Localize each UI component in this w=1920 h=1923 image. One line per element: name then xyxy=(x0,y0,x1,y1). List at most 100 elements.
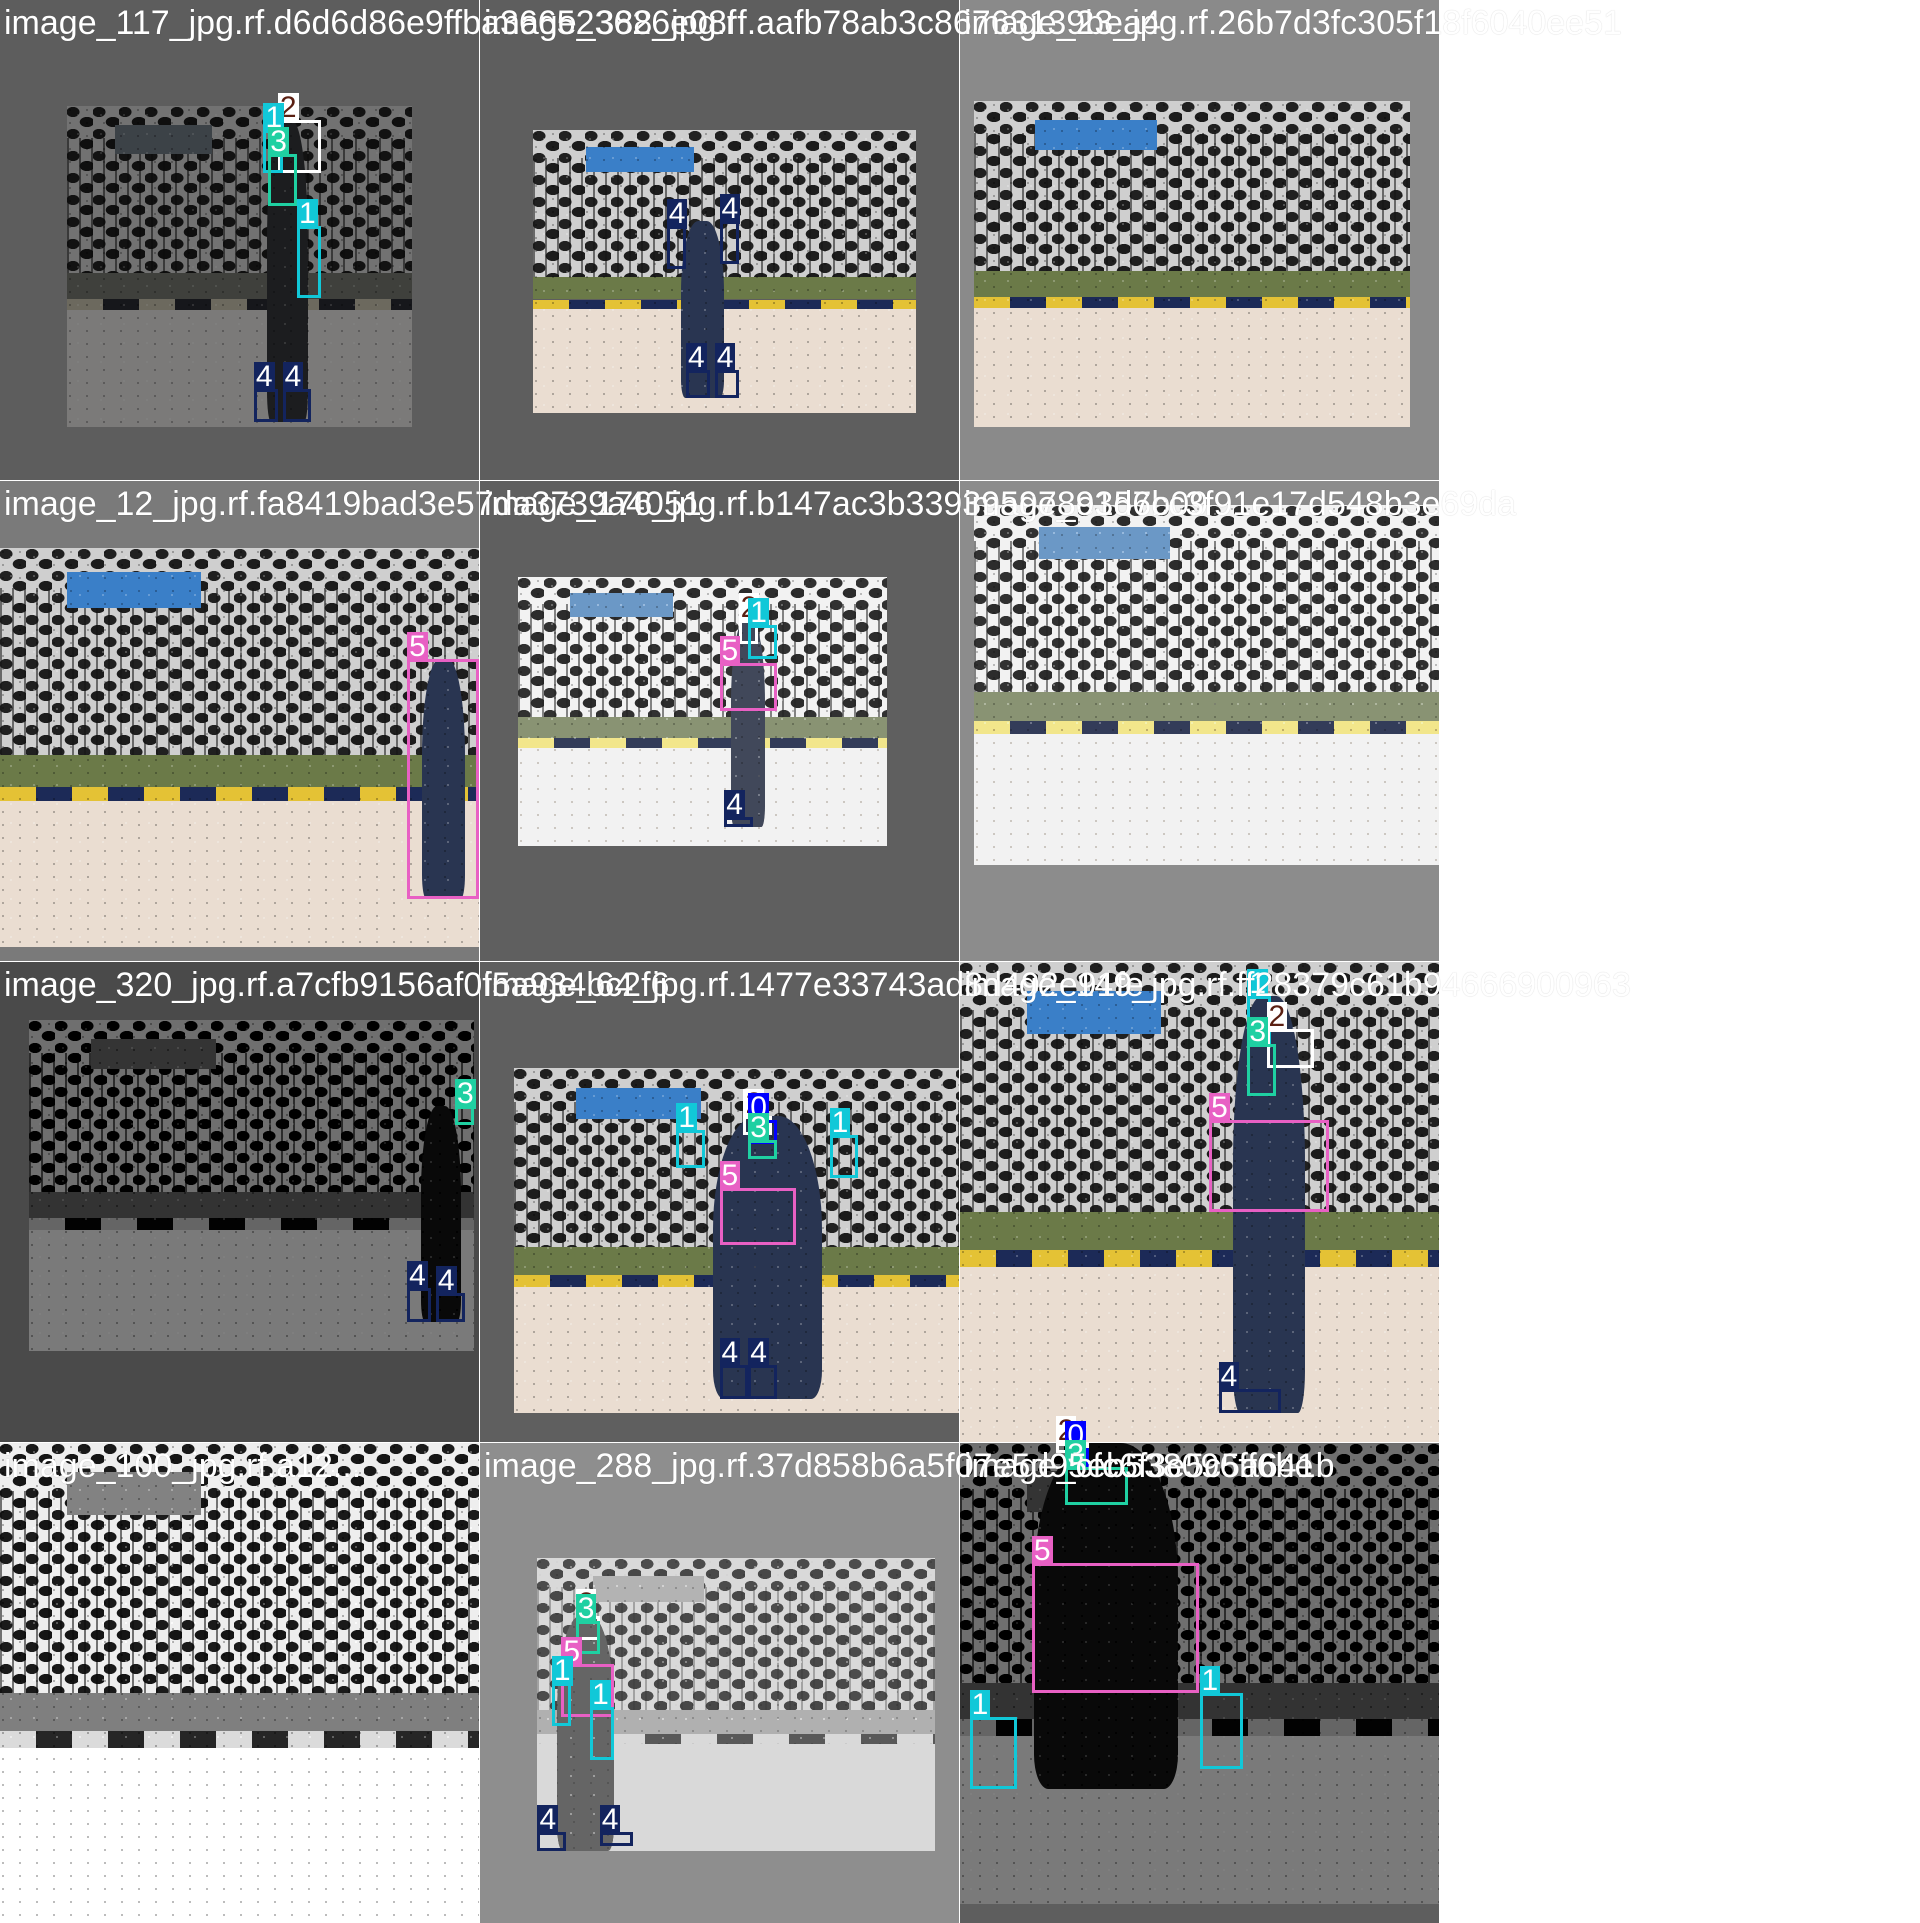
class-label: 5 xyxy=(1209,1091,1230,1125)
class-label: 4 xyxy=(685,340,707,374)
class-label: 3 xyxy=(748,1110,769,1144)
bounding-box-class-4: 4 xyxy=(714,342,739,399)
tile-photo xyxy=(28,1019,475,1351)
class-label: 2 xyxy=(1266,1000,1288,1034)
noise-overlay xyxy=(0,1443,479,1923)
bounding-box-class-4: 4 xyxy=(599,1804,634,1847)
scene-sign xyxy=(1039,526,1170,559)
scene-curb xyxy=(532,299,916,310)
bounding-box-class-4: 4 xyxy=(719,193,741,264)
bounding-box-class-3: 3 xyxy=(455,1079,476,1126)
bounding-box-class-4: 4 xyxy=(719,1338,749,1399)
noise-overlay xyxy=(974,505,1439,865)
tile-photo xyxy=(532,129,916,413)
scene-ground xyxy=(974,733,1439,865)
scene-curb xyxy=(518,738,888,748)
noise-overlay xyxy=(974,100,1411,428)
scene-grass xyxy=(537,1710,936,1734)
person-figure xyxy=(421,658,465,899)
class-label: 5 xyxy=(1031,1534,1053,1567)
class-label: 4 xyxy=(407,1259,428,1293)
scene-fence xyxy=(518,603,888,717)
tile-photo xyxy=(0,548,479,947)
class-label: 4 xyxy=(666,196,688,230)
scene-fence xyxy=(960,1010,1439,1212)
class-label: 3 xyxy=(1065,1438,1087,1471)
bounding-box-class-5: 5 xyxy=(407,631,479,899)
person-figure xyxy=(1034,1443,1178,1789)
tile-photo xyxy=(960,962,1439,1442)
class-label: 4 xyxy=(714,340,736,374)
class-label: 1 xyxy=(676,1101,698,1134)
bounding-box-class-3: 3 xyxy=(1247,1016,1277,1097)
bounding-box-class-4: 4 xyxy=(1218,1362,1281,1414)
bounding-box-class-3: 3 xyxy=(1065,1440,1128,1506)
scene-fence xyxy=(0,1491,479,1693)
scene-sign xyxy=(569,593,674,618)
scene-ground xyxy=(974,308,1411,428)
image-tile: 4 4 4 4 image_388_jpg.rf.aafb78ab3c86763139b… xyxy=(480,0,1161,480)
image-tile: image_100_jpg.rf.a12... xyxy=(0,1443,479,1923)
noise-overlay xyxy=(960,962,1439,1442)
scene-ground xyxy=(518,747,888,846)
class-label: 4 xyxy=(253,359,275,393)
bounding-box-class-4: 4 xyxy=(407,1261,432,1322)
bounding-box-class-4: 4 xyxy=(253,361,278,423)
scene-grass xyxy=(28,1191,475,1219)
image-tile: 1 2 3 5 4 image_149_jpg.rf.ff28379c61b9466690… xyxy=(960,962,1631,1442)
scene-curb xyxy=(0,1731,479,1748)
bounding-box-class-4: 4 xyxy=(666,198,688,269)
class-label: 1 xyxy=(296,196,318,230)
scene-grass xyxy=(0,1692,479,1731)
class-label: 4 xyxy=(724,788,745,821)
class-label: 4 xyxy=(599,1802,621,1836)
bounding-box-class-5: 5 xyxy=(719,636,777,712)
scene-fence xyxy=(974,133,1411,271)
bounding-box-class-2: 2 xyxy=(1266,1002,1315,1068)
class-label: 1 xyxy=(590,1678,611,1711)
scene-curb xyxy=(974,721,1439,734)
class-label: 4 xyxy=(719,1336,741,1370)
scene-sign xyxy=(67,572,202,608)
image-tile: image_93d6cc3f91e17d548b3e69da xyxy=(960,481,1516,961)
bounding-box-class-3: 3 xyxy=(268,126,297,207)
class-label: 1 xyxy=(829,1105,851,1139)
class-label: 1 xyxy=(748,596,769,629)
class-label: 1 xyxy=(551,1654,573,1687)
scene-ground xyxy=(960,1266,1439,1442)
tile-photo xyxy=(974,100,1411,428)
scene-grass xyxy=(0,755,479,788)
scene-curb xyxy=(974,296,1411,309)
image-tile: 5 image_12_jpg.rf.fa8419bad3e57da3739a405… xyxy=(0,481,702,961)
bounding-box-class-5: 5 xyxy=(1031,1536,1200,1693)
bounding-box-class-1: 1 xyxy=(748,598,777,659)
bounding-box-class-1: 1 xyxy=(829,1107,859,1178)
image-tile: image_23_jpg.rf.26b7d3fc305f18f6040ee51 xyxy=(960,0,1622,480)
bounding-box-class-5: 5 xyxy=(1209,1093,1329,1212)
class-label: 5 xyxy=(719,1158,741,1192)
scene-ground xyxy=(0,1747,479,1923)
bounding-box-class-4: 4 xyxy=(748,1338,777,1399)
bounding-box-class-1: 1 xyxy=(296,198,321,298)
bounding-box-class-1: 1 xyxy=(1199,1665,1243,1770)
image-tile: 2351144image_288_jpg.rf.37d858b6a5f07e5d… xyxy=(480,1443,1313,1923)
tile-photo xyxy=(974,505,1439,865)
tile-photo xyxy=(518,577,888,846)
noise-overlay xyxy=(0,548,479,947)
bounding-box-class-4: 4 xyxy=(724,790,754,827)
class-label: 3 xyxy=(455,1077,476,1110)
scene-ground xyxy=(0,801,479,947)
image-tile: 3 4 4 image_320_jpg.rf.a7cfb9156af0f5a934bc… xyxy=(0,962,669,1442)
class-label: 1 xyxy=(1247,966,1269,1000)
scene-sign xyxy=(1027,990,1162,1034)
tile-photo xyxy=(0,1443,479,1923)
scene-grass xyxy=(974,270,1411,297)
scene-sign xyxy=(91,1039,216,1070)
scene-curb xyxy=(0,787,479,802)
class-label: 4 xyxy=(537,1802,559,1836)
class-label: 4 xyxy=(1218,1360,1240,1394)
scene-ground xyxy=(67,309,412,428)
class-label: 4 xyxy=(435,1264,457,1298)
scene-curb xyxy=(960,1250,1439,1267)
